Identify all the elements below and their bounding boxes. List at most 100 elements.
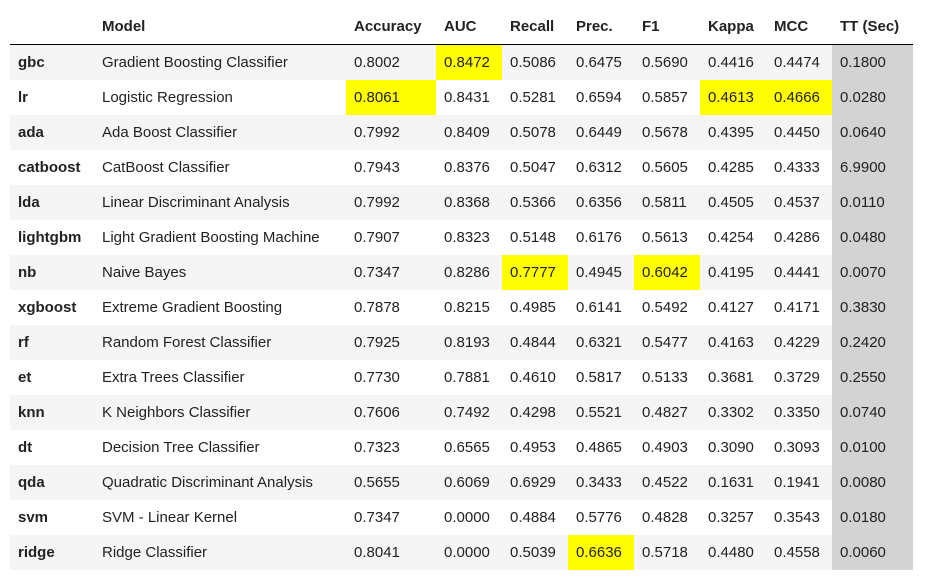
table-row: xgboost Extreme Gradient Boosting 0.7878 0.… (10, 290, 913, 325)
model-id: et (18, 369, 32, 386)
metric-cell: 0.3302 (700, 395, 766, 430)
metric-cell: 0.7606 (346, 395, 436, 430)
table-row: lr Logistic Regression 0.8061 0.8431 0.5281 0… (10, 80, 913, 115)
metric-cell: 0.4844 (502, 325, 568, 360)
metric-cell: 0.8409 (436, 115, 502, 150)
metric-cell: 0.3830 (832, 290, 913, 325)
model-name: Logistic Regression (102, 89, 233, 106)
model-name: Extreme Gradient Boosting (102, 299, 283, 316)
model-id: rf (10, 325, 94, 360)
metric-cell: 0.5281 (510, 89, 556, 106)
metric-cell: 0.6356 (568, 185, 634, 220)
metric-cell: 0.3093 (774, 439, 820, 456)
model-name: Ada Boost Classifier (94, 115, 346, 150)
metric-cell: 0.7992 (346, 185, 436, 220)
metric-cell: 0.7907 (354, 229, 400, 246)
metric-cell: 0.6475 (568, 44, 634, 80)
metric-cell: 0.4416 (700, 44, 766, 80)
metric-cell: 0.8286 (436, 255, 502, 290)
metric-cell: 0.4195 (700, 255, 766, 290)
metric-cell: 0.4333 (774, 159, 820, 176)
metric-cell: 0.7730 (354, 369, 400, 386)
metric-cell: 0.0060 (832, 535, 913, 570)
model-id: ridge (10, 535, 94, 570)
table-row: et Extra Trees Classifier 0.7730 0.7881 0.46… (10, 360, 913, 395)
metric-cell: 0.4884 (510, 509, 556, 526)
metric-cell: 0.5047 (510, 159, 556, 176)
metric-cell: 0.4558 (766, 535, 832, 570)
model-name: Decision Tree Classifier (102, 439, 260, 456)
model-name: K Neighbors Classifier (94, 395, 346, 430)
table-row: catboost CatBoost Classifier 0.7943 0.8376 0… (10, 150, 913, 185)
metric-cell: 0.0070 (832, 255, 913, 290)
metric-cell: 0.3257 (708, 509, 754, 526)
metric-cell: 0.4828 (642, 509, 688, 526)
index-header (10, 8, 94, 45)
metric-cell: 0.8041 (346, 535, 436, 570)
model-id: xgboost (18, 299, 77, 316)
metric-cell: 0.5678 (634, 115, 700, 150)
metric-cell: 0.5492 (642, 299, 688, 316)
metric-cell: 0.6312 (576, 159, 622, 176)
metric-cell: 0.4127 (708, 299, 754, 316)
model-id: knn (10, 395, 94, 430)
metric-cell: 0.4537 (766, 185, 832, 220)
table-body: gbc Gradient Boosting Classifier 0.8002 0.8… (10, 44, 913, 570)
metric-cell: 0.3090 (708, 439, 754, 456)
model-id: dt (18, 439, 33, 456)
metric-cell: 0.4610 (510, 369, 556, 386)
metric-cell: 0.5655 (346, 465, 436, 500)
metric-cell: 0.7992 (346, 115, 436, 150)
model-name: Light Gradient Boosting Machine (102, 229, 320, 246)
table-row: knn K Neighbors Classifier 0.7606 0.7492 0.4… (10, 395, 913, 430)
metric-cell: 0.6565 (444, 439, 490, 456)
model-id: gbc (10, 44, 94, 80)
model-id: lda (10, 185, 94, 220)
metric-cell: 0.5477 (634, 325, 700, 360)
model-id: qda (10, 465, 94, 500)
metric-cell: 0.5039 (502, 535, 568, 570)
column-header: Model (94, 8, 346, 45)
metric-cell: 0.4254 (708, 229, 754, 246)
table-row: ada Ada Boost Classifier 0.7992 0.8409 0.507… (10, 115, 913, 150)
column-header: Accuracy (346, 8, 436, 45)
metric-cell: 0.5605 (642, 159, 688, 176)
results-table: Model Accuracy AUC Recall Prec. F1 Kappa MCC TT … (10, 8, 913, 570)
metric-cell: 0.4450 (766, 115, 832, 150)
metric-cell: 0.3729 (774, 369, 820, 386)
metric-cell: 0.2550 (832, 360, 913, 395)
metric-cell: 0.5613 (642, 229, 688, 246)
metric-cell: 0.1941 (766, 465, 832, 500)
metric-cell: 0.6636 (568, 535, 634, 570)
metric-cell: 0.5086 (502, 44, 568, 80)
metric-cell: 0.3543 (774, 509, 820, 526)
metric-cell: 0.8193 (436, 325, 502, 360)
metric-cell: 0.4945 (568, 255, 634, 290)
metric-cell: 0.0080 (832, 465, 913, 500)
metric-cell: 0.8002 (346, 44, 436, 80)
metric-cell: 0.4522 (634, 465, 700, 500)
metric-cell: 0.5817 (576, 369, 622, 386)
model-name: Naive Bayes (94, 255, 346, 290)
model-name: CatBoost Classifier (102, 159, 230, 176)
model-name: Quadratic Discriminant Analysis (94, 465, 346, 500)
metric-cell: 0.4298 (502, 395, 568, 430)
model-id: lr (18, 89, 29, 106)
metric-cell: 0.4865 (576, 439, 622, 456)
metric-cell: 0.7347 (346, 255, 436, 290)
column-header: MCC (766, 8, 832, 45)
table-row: dt Decision Tree Classifier 0.7323 0.6565 0.… (10, 430, 913, 465)
metric-cell: 0.0640 (832, 115, 913, 150)
metric-cell: 0.1631 (700, 465, 766, 500)
metric-cell: 0.6449 (568, 115, 634, 150)
metric-cell: 0.7881 (444, 369, 490, 386)
column-header: F1 (634, 8, 700, 45)
model-name: Ridge Classifier (94, 535, 346, 570)
metric-cell: 0.5776 (576, 509, 622, 526)
metric-cell: 0.4163 (700, 325, 766, 360)
column-header: TT (Sec) (832, 8, 913, 45)
table-row: lightgbm Light Gradient Boosting Machine 0… (10, 220, 913, 255)
model-name: Random Forest Classifier (94, 325, 346, 360)
metric-cell: 0.4480 (700, 535, 766, 570)
